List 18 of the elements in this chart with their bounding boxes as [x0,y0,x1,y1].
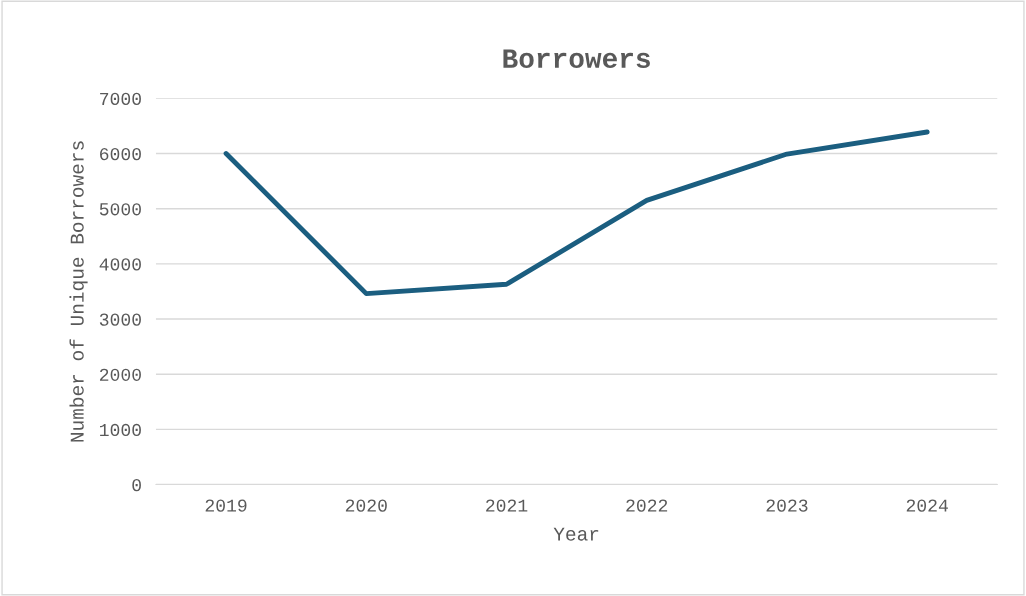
x-tick-label: 2022 [626,499,668,512]
x-tick-label: 2021 [486,499,528,512]
x-tick-label: 2024 [906,499,948,512]
x-tick-label: 2020 [345,499,387,512]
y-tick-label: 3000 [99,313,141,326]
x-tick-label: 2019 [205,499,247,512]
y-tick-label: 4000 [99,258,141,271]
y-tick-label: 2000 [99,368,141,381]
y-tick-label: 6000 [100,147,141,161]
x-tick-label: 2023 [766,499,808,512]
y-tick-label: 5000 [99,203,141,216]
y-axis-title: Number of Unique Borrowers [69,141,88,442]
chart-title: Borrowers [503,49,650,69]
y-tick-label: 0 [132,479,141,492]
line-series [223,129,930,297]
y-tick-label: 1000 [100,423,141,437]
x-axis-title: Year [553,527,599,541]
y-tick-label: 7000 [100,92,141,106]
